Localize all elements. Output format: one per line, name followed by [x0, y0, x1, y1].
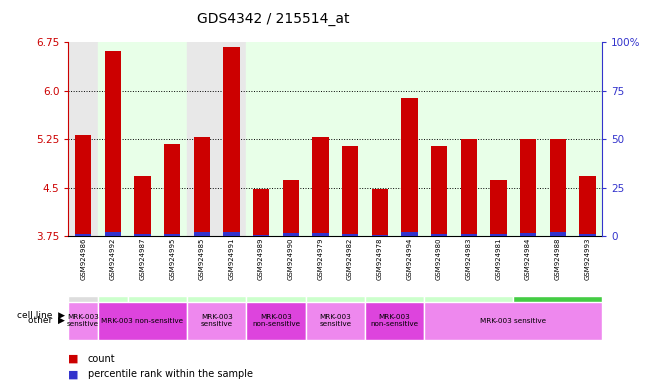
Bar [223, 232, 240, 236]
Text: Panc420: Panc420 [540, 311, 575, 320]
Text: other  ▶: other ▶ [28, 316, 65, 325]
Bar [98, 42, 128, 236]
Bar [490, 180, 506, 236]
Bar [193, 137, 210, 236]
Bar [372, 189, 388, 236]
Text: MRK-003 non-sensitive: MRK-003 non-sensitive [102, 318, 184, 324]
Text: MRK-003 sensitive: MRK-003 sensitive [480, 318, 546, 324]
Bar [513, 296, 602, 336]
Bar [253, 189, 270, 236]
Bar [276, 42, 305, 236]
Bar [342, 233, 358, 236]
Bar [246, 296, 305, 336]
Text: MRK-003
sensitive: MRK-003 sensitive [319, 314, 352, 327]
Text: Panc291: Panc291 [377, 311, 412, 320]
Bar [335, 42, 365, 236]
Bar [424, 296, 513, 336]
Text: MRK-003
sensitive: MRK-003 sensitive [201, 314, 232, 327]
Bar [520, 139, 536, 236]
Bar [454, 42, 484, 236]
Bar [134, 234, 150, 236]
Bar [283, 233, 299, 236]
Bar [513, 42, 543, 236]
Bar [579, 176, 596, 236]
Bar [75, 234, 91, 236]
Bar [164, 144, 180, 236]
Bar [187, 302, 246, 339]
Bar [460, 139, 477, 236]
Bar [98, 296, 128, 336]
Bar [98, 302, 187, 339]
Text: percentile rank within the sample: percentile rank within the sample [88, 369, 253, 379]
Bar [579, 234, 596, 236]
Bar [549, 139, 566, 236]
Bar [223, 47, 240, 236]
Bar [431, 146, 447, 236]
Text: ■: ■ [68, 369, 79, 379]
Text: GDS4342 / 215514_at: GDS4342 / 215514_at [197, 12, 350, 25]
Text: cell line  ▶: cell line ▶ [17, 311, 65, 320]
Bar [520, 233, 536, 236]
Text: Panc198: Panc198 [95, 311, 131, 320]
Bar [424, 302, 602, 339]
Bar [128, 296, 187, 336]
Bar [68, 42, 98, 236]
Bar [543, 42, 572, 236]
Bar [193, 232, 210, 236]
Bar [365, 302, 424, 339]
Bar [68, 302, 98, 339]
Bar [490, 234, 506, 236]
Bar [342, 146, 358, 236]
Bar [164, 233, 180, 236]
Bar [365, 296, 424, 336]
Bar [401, 98, 417, 236]
Text: MRK-003
non-sensitive: MRK-003 non-sensitive [370, 314, 419, 327]
Bar [105, 232, 121, 236]
Bar [128, 42, 158, 236]
Bar [253, 235, 270, 236]
Bar [460, 233, 477, 236]
Bar [312, 137, 329, 236]
Bar [372, 235, 388, 236]
Bar [105, 51, 121, 236]
Bar [283, 180, 299, 236]
Bar [217, 42, 246, 236]
Text: MRK-003
sensitive: MRK-003 sensitive [67, 314, 99, 327]
Bar [365, 42, 395, 236]
Text: Panc253: Panc253 [258, 311, 294, 320]
Bar [484, 42, 513, 236]
Bar [246, 302, 305, 339]
Bar [305, 296, 365, 336]
Text: MRK-003
non-sensitive: MRK-003 non-sensitive [252, 314, 300, 327]
Bar [246, 42, 276, 236]
Bar [572, 42, 602, 236]
Bar [305, 302, 365, 339]
Text: Panc219: Panc219 [199, 311, 234, 320]
Bar [424, 42, 454, 236]
Bar [312, 233, 329, 236]
Text: Panc265: Panc265 [318, 311, 353, 320]
Bar [134, 176, 150, 236]
Bar [187, 42, 217, 236]
Bar [401, 232, 417, 236]
Text: ■: ■ [68, 354, 79, 364]
Bar [305, 42, 335, 236]
Bar [187, 296, 246, 336]
Bar [75, 135, 91, 236]
Bar [549, 232, 566, 236]
Bar [158, 42, 187, 236]
Text: Panc215: Panc215 [139, 311, 175, 320]
Bar [395, 42, 424, 236]
Bar [431, 234, 447, 236]
Bar [68, 296, 98, 336]
Text: JH033: JH033 [71, 311, 96, 320]
Text: count: count [88, 354, 115, 364]
Text: Panc374: Panc374 [450, 311, 487, 320]
